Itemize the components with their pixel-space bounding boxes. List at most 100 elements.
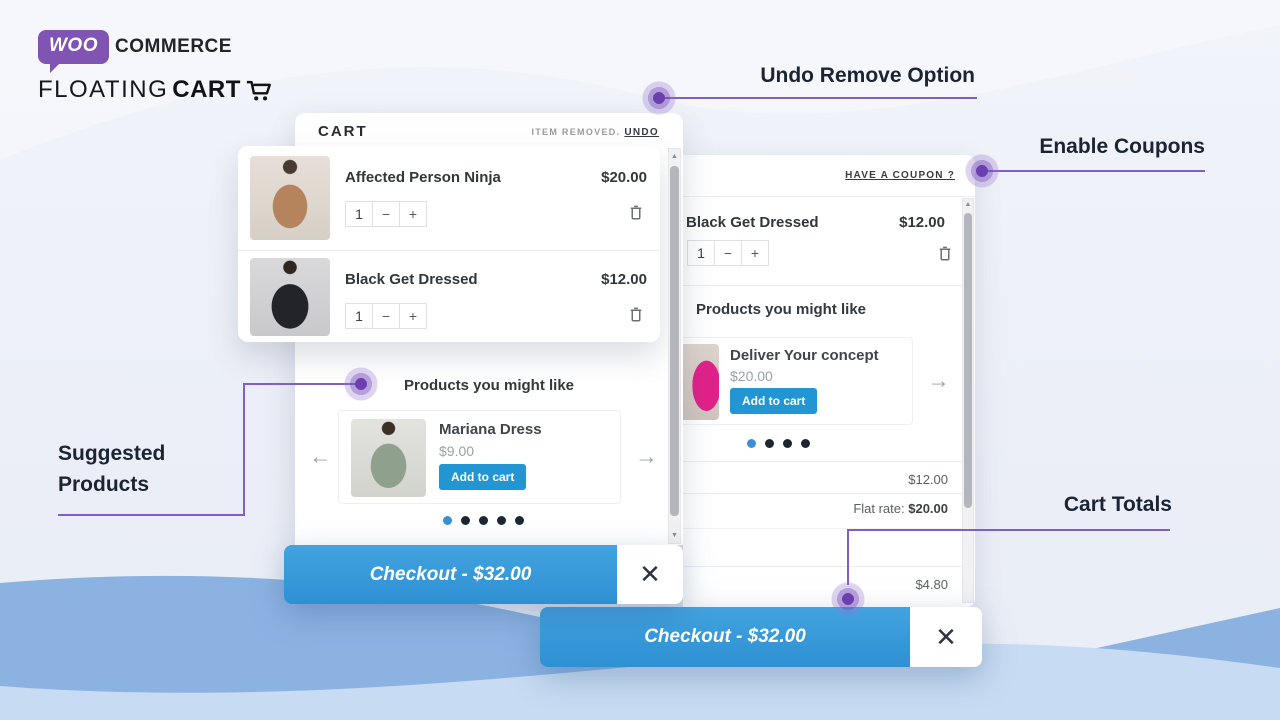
quantity-value[interactable]: 1 bbox=[345, 303, 373, 329]
product-image bbox=[250, 258, 330, 336]
product-image bbox=[250, 156, 330, 240]
product-image bbox=[683, 344, 719, 420]
removed-text: ITEM REMOVED. bbox=[531, 127, 621, 137]
annotation-cart-totals: Cart Totals bbox=[1063, 493, 1172, 516]
trash-icon[interactable] bbox=[627, 304, 645, 324]
scrollbar-thumb[interactable] bbox=[964, 213, 972, 508]
quantity-increase-button[interactable]: + bbox=[741, 240, 769, 266]
annotation-dot-suggested bbox=[344, 367, 378, 401]
divider bbox=[683, 285, 963, 286]
annotation-dot-totals bbox=[831, 582, 865, 616]
scroll-up-icon[interactable]: ▲ bbox=[964, 201, 972, 208]
scrollbar-thumb[interactable] bbox=[670, 166, 679, 516]
cart-item-name: Affected Person Ninja bbox=[345, 169, 501, 186]
close-icon: ✕ bbox=[639, 559, 661, 589]
quantity-increase-button[interactable]: + bbox=[399, 303, 427, 329]
annotation-line-undo bbox=[659, 97, 977, 99]
checkout-bar-front: Checkout - $32.00 ✕ bbox=[284, 545, 683, 604]
annotation-suggested-line2: Products bbox=[58, 473, 150, 496]
cart-item-name: Black Get Dressed bbox=[686, 214, 819, 231]
carousel-dot[interactable] bbox=[764, 439, 774, 448]
carousel-dot[interactable] bbox=[496, 516, 506, 525]
suggested-product-price: $9.00 bbox=[439, 443, 475, 459]
checkout-bar-back: Checkout - $32.00 ✕ bbox=[540, 607, 982, 667]
cart-item-price: $12.00 bbox=[899, 214, 945, 231]
suggested-product-price: $20.00 bbox=[730, 368, 773, 384]
quantity-value[interactable]: 1 bbox=[687, 240, 715, 266]
item-removed-notice: ITEM REMOVED. UNDO bbox=[531, 127, 659, 138]
scroll-down-icon[interactable]: ▼ bbox=[671, 532, 678, 539]
close-cart-button[interactable]: ✕ bbox=[617, 545, 683, 604]
have-a-coupon-link[interactable]: HAVE A COUPON ? bbox=[845, 170, 955, 181]
carousel-dot[interactable] bbox=[746, 439, 756, 448]
checkout-button[interactable]: Checkout - $32.00 bbox=[284, 545, 617, 604]
carousel-dot[interactable] bbox=[460, 516, 470, 525]
suggested-products-heading: Products you might like bbox=[403, 377, 575, 394]
carousel-dot[interactable] bbox=[800, 439, 810, 448]
scrollbar[interactable]: ▲ bbox=[962, 198, 974, 603]
commerce-wordmark: COMMERCE bbox=[115, 36, 232, 57]
totals-subtotal-value: $12.00 bbox=[908, 472, 948, 487]
carousel-dot[interactable] bbox=[442, 516, 452, 525]
trash-icon[interactable] bbox=[627, 202, 645, 222]
floating-cart-panel-front: CART ITEM REMOVED. UNDO Affected Person N… bbox=[238, 113, 683, 545]
totals-fee-value: $4.80 bbox=[915, 577, 948, 592]
carousel-dots bbox=[683, 439, 873, 448]
annotation-suggested-line1: Suggested bbox=[58, 442, 166, 465]
annotation-undo-remove-option: Undo Remove Option bbox=[760, 64, 975, 87]
trash-icon[interactable] bbox=[936, 243, 954, 263]
quantity-increase-button[interactable]: + bbox=[399, 201, 427, 227]
divider bbox=[238, 250, 660, 251]
quantity-decrease-button[interactable]: − bbox=[372, 201, 400, 227]
carousel-dot[interactable] bbox=[782, 439, 792, 448]
carousel-next-icon[interactable]: → bbox=[927, 367, 950, 393]
scrollbar[interactable]: ▲ ▼ bbox=[668, 148, 681, 544]
cart-item-price: $20.00 bbox=[601, 169, 647, 186]
suggested-product-card: Mariana Dress $9.00 Add to cart bbox=[338, 410, 621, 504]
annotation-line-suggested-under bbox=[58, 514, 245, 516]
quantity-decrease-button[interactable]: − bbox=[714, 240, 742, 266]
suggested-product-name: Mariana Dress bbox=[439, 421, 542, 438]
cart-item-name: Black Get Dressed bbox=[345, 271, 478, 288]
carousel-dots bbox=[295, 516, 671, 525]
carousel-prev-icon[interactable]: ← bbox=[309, 443, 332, 469]
shipping-price: $20.00 bbox=[908, 501, 948, 516]
suggested-product-name: Deliver Your concept bbox=[730, 347, 879, 364]
annotation-line-totals-horiz bbox=[848, 529, 1170, 531]
add-to-cart-button[interactable]: Add to cart bbox=[439, 464, 527, 490]
annotation-line-suggested-horiz bbox=[243, 383, 362, 385]
add-to-cart-button[interactable]: Add to cart bbox=[730, 388, 818, 414]
checkout-button[interactable]: Checkout - $32.00 bbox=[540, 607, 910, 667]
quantity-decrease-button[interactable]: − bbox=[372, 303, 400, 329]
quantity-value[interactable]: 1 bbox=[345, 201, 373, 227]
annotation-enable-coupons: Enable Coupons bbox=[1039, 135, 1205, 158]
floating-wordmark: FLOATING bbox=[38, 76, 169, 103]
checkout-label: Checkout - $32.00 bbox=[644, 626, 806, 647]
quantity-stepper: 1 − + bbox=[345, 201, 427, 227]
woocommerce-floating-cart-logo: WOO COMMERCE FLOATING CART bbox=[38, 30, 273, 104]
suggested-products-heading: Products you might like bbox=[696, 301, 867, 318]
woo-badge: WOO bbox=[38, 30, 109, 73]
annotation-line-suggested-vert bbox=[243, 383, 245, 516]
quantity-stepper: 1 − + bbox=[345, 303, 427, 329]
close-cart-button[interactable]: ✕ bbox=[910, 607, 982, 667]
shipping-method-label: Flat rate: bbox=[853, 501, 905, 516]
undo-link[interactable]: UNDO bbox=[624, 127, 659, 138]
carousel-dot[interactable] bbox=[478, 516, 488, 525]
scroll-up-icon[interactable]: ▲ bbox=[671, 153, 678, 160]
annotation-line-totals-vert bbox=[847, 529, 849, 585]
annotation-dot-undo bbox=[642, 81, 676, 115]
carousel-dot[interactable] bbox=[514, 516, 524, 525]
close-icon: ✕ bbox=[935, 621, 957, 652]
cart-header: HAVE A COUPON ? bbox=[683, 155, 975, 197]
totals-shipping-value: Flat rate: $20.00 bbox=[853, 501, 948, 516]
cart-item-price: $12.00 bbox=[601, 271, 647, 288]
cart-items-card: Affected Person Ninja $20.00 1 − + Black… bbox=[238, 146, 660, 342]
quantity-stepper: 1 − + bbox=[687, 240, 769, 266]
annotation-line-coupons bbox=[982, 170, 1205, 172]
carousel-next-icon[interactable]: → bbox=[635, 443, 658, 469]
divider bbox=[683, 566, 963, 567]
suggested-product-card: Deliver Your concept $20.00 Add to cart bbox=[683, 337, 913, 425]
divider bbox=[683, 493, 963, 494]
